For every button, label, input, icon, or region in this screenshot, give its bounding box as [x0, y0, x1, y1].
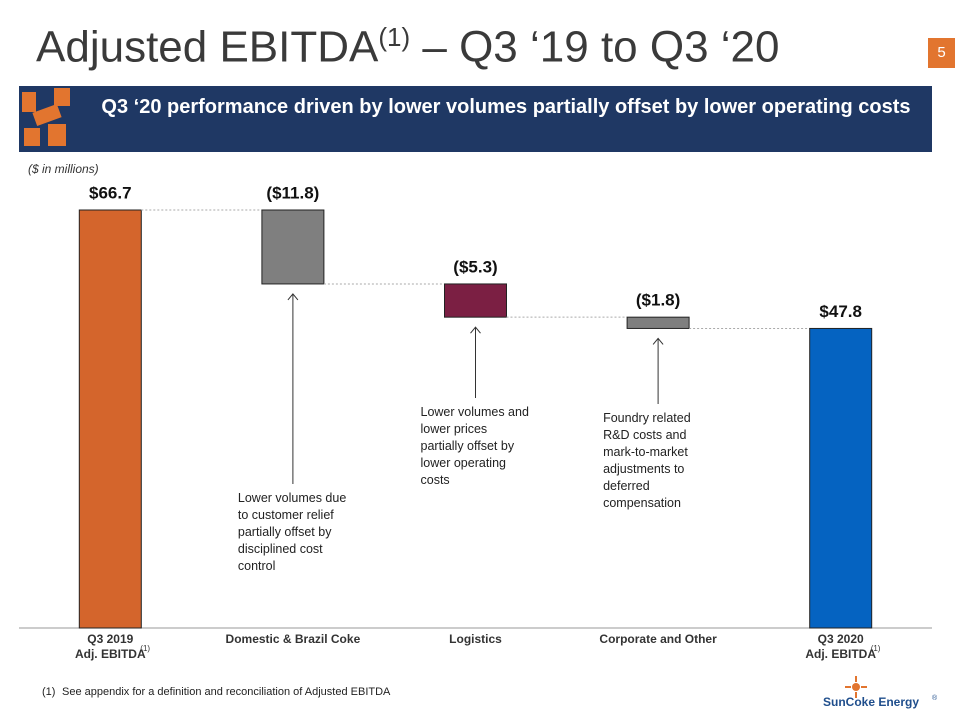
page-number: 5	[928, 38, 955, 68]
x-tick-label: Domestic & Brazil Coke	[225, 632, 361, 646]
logo-icon	[845, 676, 867, 698]
value-label: $66.7	[89, 183, 132, 202]
banner	[19, 86, 932, 152]
arrow-head	[287, 293, 299, 301]
arrow-head	[470, 326, 481, 334]
value-label: $47.8	[819, 302, 862, 321]
x-tick-label: Q3 2020 Adj. EBITDA	[805, 632, 877, 661]
x-tick-label: Corporate and Other	[599, 632, 717, 646]
annotation: Lower volumes due to customer relief par…	[237, 491, 347, 573]
banner-text: Q3 ‘20 performance driven by lower volum…	[101, 96, 911, 118]
x-tick-label: Q3 2019 Adj. EBITDA	[74, 632, 146, 661]
annotation: Foundry related R&D costs and mark-to-ma…	[603, 411, 691, 510]
title-text: – Q3 ‘19 to Q3 ‘20	[410, 22, 780, 72]
x-tick-label: Logistics	[449, 632, 502, 646]
category-note: (1)	[871, 644, 881, 653]
bar	[626, 316, 690, 329]
footnote-marker: (1)	[42, 686, 55, 698]
value-label: ($1.8)	[636, 291, 680, 310]
logo-mark: ®	[932, 694, 938, 702]
footnote: See appendix for a definition and reconc…	[62, 686, 391, 698]
logo-text: SunCoke Energy	[823, 695, 919, 709]
arrow-head	[652, 337, 664, 345]
banner-icon	[22, 88, 70, 146]
bar	[809, 327, 873, 629]
chart-subtitle: ($ in millions)	[28, 162, 99, 176]
bar	[261, 209, 325, 285]
title-text: Adjusted EBITDA	[36, 22, 379, 72]
slide-title: Adjusted EBITDA(1) – Q3 ‘19 to Q3 ‘20	[36, 22, 780, 73]
title-sup: (1)	[378, 22, 411, 52]
annotation: Lower volumes and lower prices partially…	[420, 405, 529, 487]
bar	[78, 209, 142, 629]
category-note: (1)	[140, 644, 150, 653]
value-label: ($5.3)	[453, 257, 497, 276]
bar	[444, 283, 507, 318]
value-label: ($11.8)	[266, 183, 319, 202]
